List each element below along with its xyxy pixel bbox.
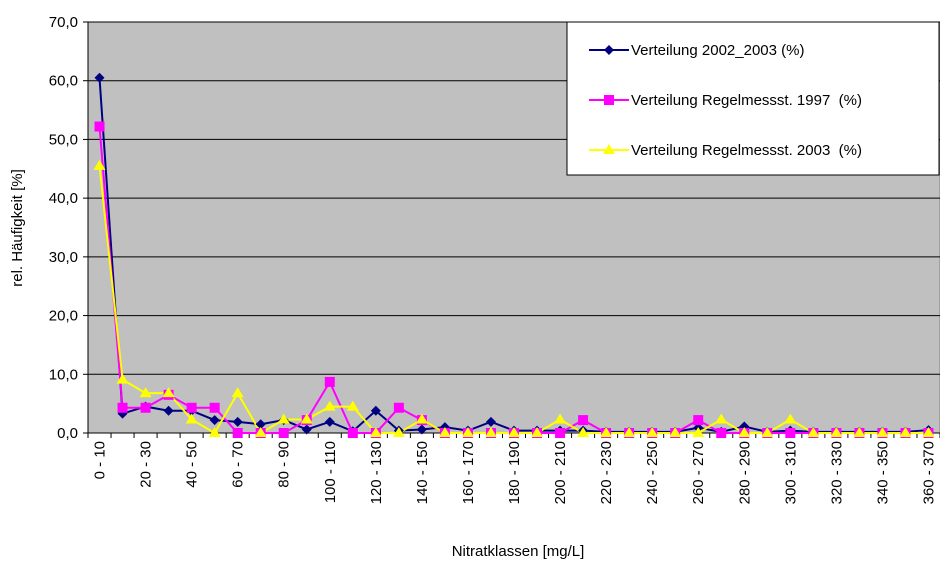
x-tick-label: 320 - 330 xyxy=(828,441,845,504)
marker xyxy=(784,413,797,424)
y-tick-label: 30,0 xyxy=(49,249,78,266)
marker xyxy=(370,405,381,416)
marker xyxy=(254,427,267,437)
marker xyxy=(693,415,704,426)
x-tick-label: 280 - 290 xyxy=(736,441,753,504)
x-axis-title: Nitratklassen [mg/L] xyxy=(452,543,585,560)
marker xyxy=(117,402,128,413)
marker xyxy=(139,387,152,398)
marker xyxy=(485,416,496,427)
marker xyxy=(415,413,428,424)
x-tick-label: 100 - 110 xyxy=(322,441,339,503)
x-tick-label: 340 - 350 xyxy=(874,441,891,504)
x-tick-label: 260 - 270 xyxy=(690,441,707,504)
marker xyxy=(185,413,198,424)
x-tick-label: 40 - 50 xyxy=(184,441,201,488)
marker xyxy=(876,427,889,437)
x-tick-label: 240 - 250 xyxy=(644,441,661,504)
marker xyxy=(555,428,566,438)
marker xyxy=(715,413,728,424)
marker xyxy=(646,427,659,437)
marker xyxy=(232,416,243,427)
x-tick-label: 360 - 370 xyxy=(920,441,937,504)
marker xyxy=(278,428,289,438)
marker xyxy=(116,373,129,384)
marker xyxy=(209,415,220,426)
marker xyxy=(554,413,567,424)
marker xyxy=(323,400,336,411)
marker xyxy=(209,402,220,413)
marker xyxy=(162,387,175,398)
y-tick-label: 40,0 xyxy=(49,190,78,207)
marker xyxy=(94,72,105,83)
y-axis-title: rel. Häufigkeit [%] xyxy=(9,169,26,287)
marker xyxy=(186,402,197,413)
marker xyxy=(716,428,727,438)
x-tick-label: 200 - 210 xyxy=(552,441,569,504)
marker xyxy=(508,427,520,437)
marker xyxy=(392,427,405,437)
marker xyxy=(346,400,359,411)
marker xyxy=(255,419,266,430)
marker xyxy=(600,427,613,437)
marker xyxy=(94,121,105,132)
x-tick-label: 60 - 70 xyxy=(230,441,247,488)
y-tick-label: 20,0 xyxy=(49,308,78,325)
y-tick-label: 10,0 xyxy=(49,366,78,383)
y-tick-label: 0,0 xyxy=(57,425,78,442)
marker xyxy=(623,427,636,437)
marker xyxy=(830,427,843,437)
x-tick-label: 120 - 130 xyxy=(368,441,385,504)
x-tick-label: 180 - 190 xyxy=(506,441,523,504)
marker xyxy=(461,427,474,437)
marker xyxy=(93,159,106,170)
marker xyxy=(438,427,451,437)
marker xyxy=(140,402,151,413)
x-tick-label: 80 - 90 xyxy=(276,441,293,488)
marker xyxy=(692,427,705,437)
marker xyxy=(922,427,935,437)
y-tick-label: 70,0 xyxy=(49,14,78,31)
x-tick-label: 0 - 10 xyxy=(92,441,109,479)
marker xyxy=(785,428,796,438)
marker xyxy=(761,427,774,437)
marker xyxy=(603,144,615,154)
x-tick-label: 140 - 150 xyxy=(414,441,431,504)
x-tick-label: 160 - 170 xyxy=(460,441,477,504)
marker xyxy=(300,413,313,424)
x-tick-label: 20 - 30 xyxy=(138,441,155,488)
legend-label: Verteilung Regelmessst. 1997 (%) xyxy=(631,92,862,109)
x-tick-label: 300 - 310 xyxy=(782,441,799,504)
marker xyxy=(324,376,335,387)
marker xyxy=(324,416,335,427)
marker xyxy=(484,427,497,437)
marker xyxy=(416,424,427,435)
marker xyxy=(208,427,221,437)
marker xyxy=(393,402,404,413)
marker xyxy=(369,427,382,437)
marker xyxy=(578,415,589,426)
marker xyxy=(604,45,614,55)
marker xyxy=(738,427,751,437)
legend-label: Verteilung 2002_2003 (%) xyxy=(631,42,804,59)
marker xyxy=(669,427,682,437)
marker xyxy=(301,424,312,435)
x-tick-label: 220 - 230 xyxy=(598,441,615,504)
marker xyxy=(163,405,174,416)
marker xyxy=(577,427,590,437)
marker xyxy=(899,427,912,437)
legend-label: Verteilung Regelmessst. 2003 (%) xyxy=(631,142,862,159)
marker xyxy=(232,428,243,438)
marker xyxy=(277,413,290,424)
marker xyxy=(807,427,820,437)
y-tick-label: 60,0 xyxy=(49,73,78,90)
marker xyxy=(347,428,358,438)
y-tick-label: 50,0 xyxy=(49,131,78,148)
marker xyxy=(231,387,244,398)
marker xyxy=(853,427,866,437)
marker xyxy=(531,427,544,437)
marker xyxy=(604,95,614,105)
